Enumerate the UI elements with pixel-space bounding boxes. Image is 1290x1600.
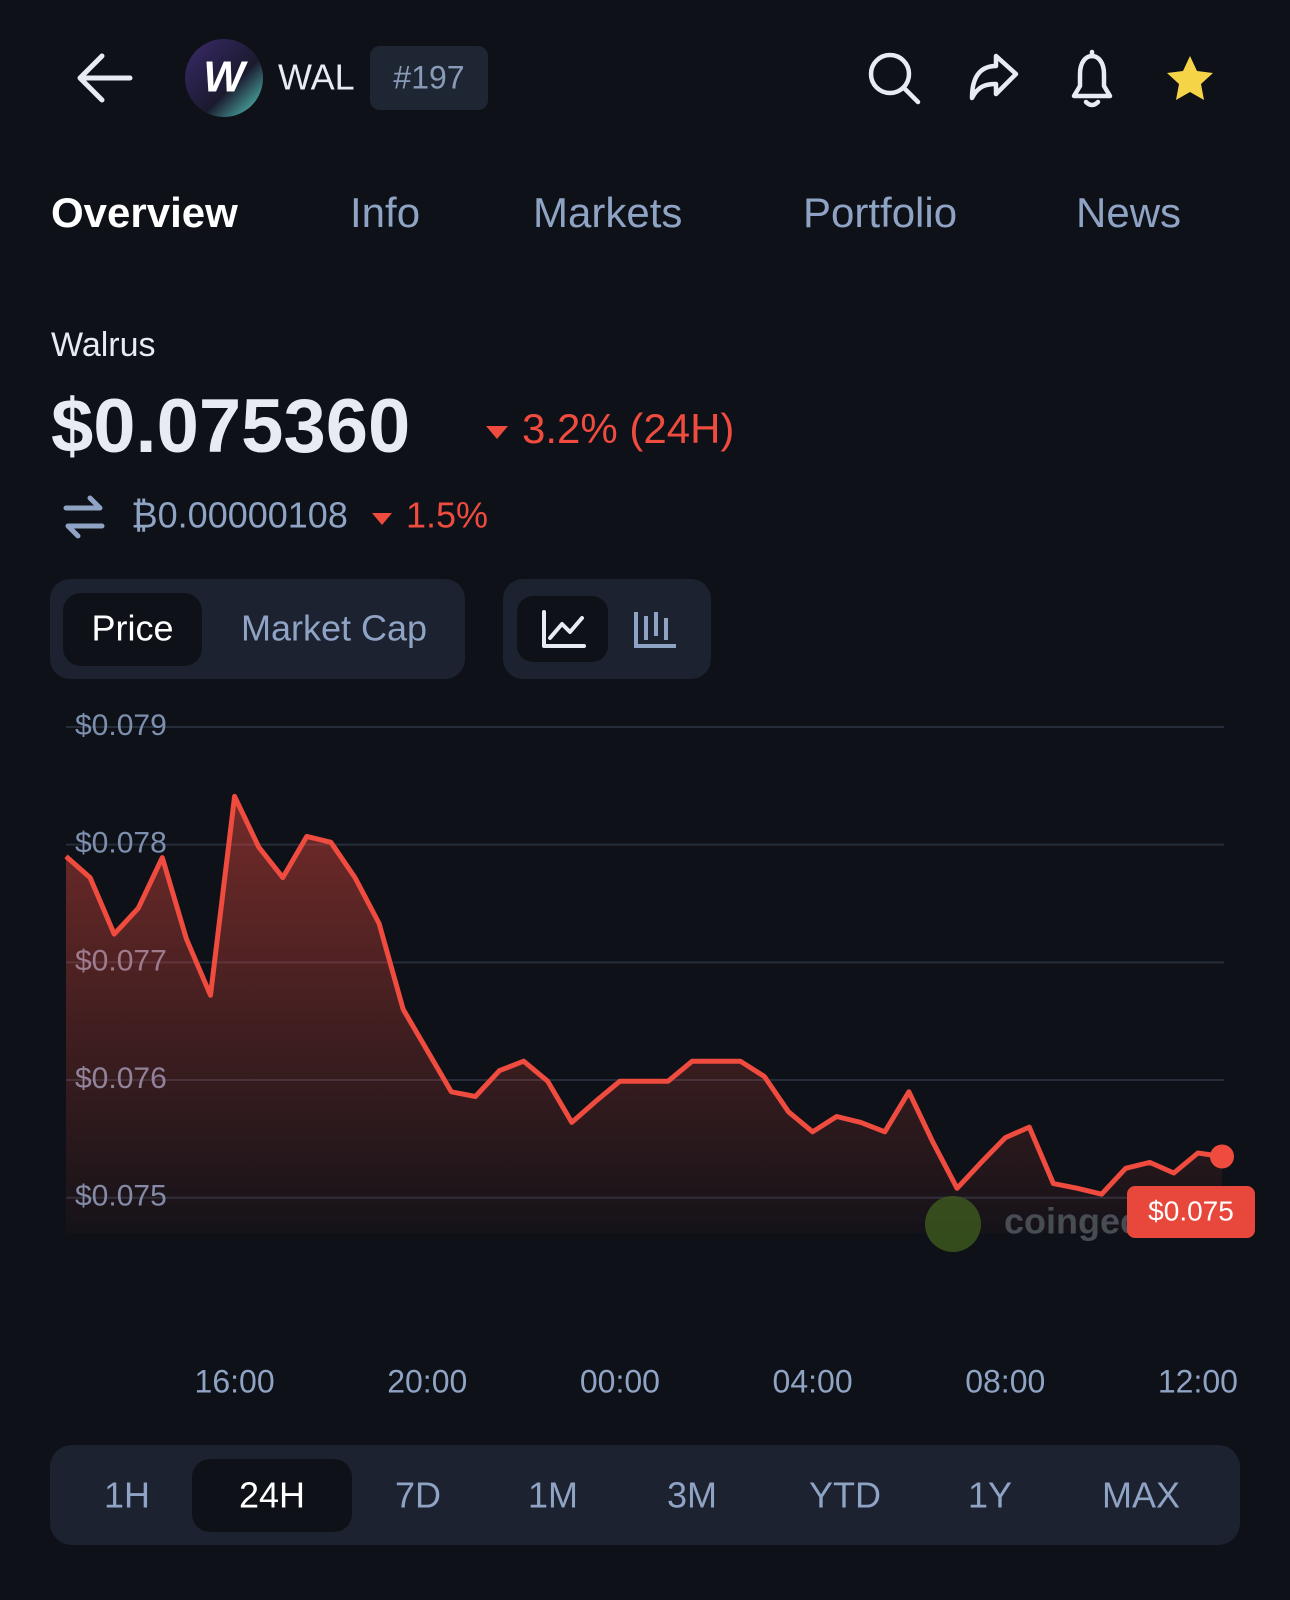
x-tick-label: 04:00	[773, 1363, 853, 1399]
range-label[interactable]: 1M	[528, 1475, 578, 1516]
btc-price: ₿0.00000108	[131, 495, 348, 536]
range-pill[interactable]	[192, 1459, 352, 1532]
x-tick-label: 12:00	[1158, 1363, 1238, 1399]
x-tick-label: 20:00	[387, 1363, 467, 1399]
toggle-label[interactable]: Price	[91, 608, 173, 649]
range-label[interactable]: 1Y	[968, 1475, 1012, 1516]
down-arrow	[486, 426, 508, 439]
y-tick-label: $0.079	[75, 709, 167, 742]
symbol: WAL	[278, 57, 355, 98]
range-label[interactable]: 24H	[239, 1475, 305, 1516]
bell-icon[interactable]	[1071, 49, 1113, 108]
price-area	[66, 796, 1222, 1233]
range-label[interactable]: 1H	[104, 1475, 150, 1516]
x-tick-label: 16:00	[195, 1363, 275, 1399]
coin-logo	[185, 39, 263, 117]
favorite-star[interactable]	[1167, 56, 1213, 100]
x-tick-label: 08:00	[965, 1363, 1045, 1399]
coin-logo-letter: W	[203, 53, 248, 102]
search-icon[interactable]	[868, 52, 921, 105]
range-label[interactable]: 3M	[667, 1475, 717, 1516]
price-line	[64, 793, 1223, 1197]
change-24h: 3.2% (24H)	[522, 405, 734, 452]
range-label[interactable]: MAX	[1102, 1475, 1180, 1516]
line-chart-icon	[542, 610, 586, 648]
range-label[interactable]: 7D	[395, 1475, 441, 1516]
btc-change: 1.5%	[406, 495, 488, 536]
toggle-label[interactable]: Market Cap	[241, 608, 427, 649]
watermark-logo	[925, 1196, 981, 1252]
tab[interactable]: News	[1076, 189, 1181, 236]
toggle-pill[interactable]	[63, 593, 202, 666]
tab[interactable]: Markets	[533, 189, 682, 236]
tab[interactable]: Info	[350, 189, 420, 236]
tab[interactable]: Overview	[51, 189, 238, 236]
tab[interactable]: Portfolio	[803, 189, 957, 236]
current-price-badge	[1127, 1186, 1255, 1238]
rank-badge	[370, 46, 488, 110]
line-style-button[interactable]	[517, 596, 608, 662]
y-tick-label: $0.078	[75, 827, 167, 860]
down-arrow	[372, 513, 392, 525]
current-price-label: $0.075	[1148, 1195, 1234, 1226]
rank: #197	[393, 59, 464, 95]
share-icon[interactable]	[969, 53, 1019, 101]
range-label[interactable]: YTD	[809, 1475, 881, 1516]
coin-name: Walrus	[51, 326, 156, 364]
candle-chart-icon[interactable]	[634, 612, 676, 648]
back-button[interactable]	[77, 53, 133, 103]
current-point	[1210, 1144, 1234, 1169]
x-tick-label: 00:00	[580, 1363, 660, 1399]
price: $0.075360	[51, 384, 410, 469]
swap-icon[interactable]	[63, 495, 105, 539]
